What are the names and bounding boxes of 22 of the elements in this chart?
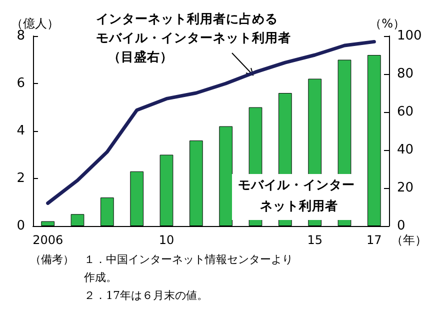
y2-tick-label: 60 (397, 104, 414, 120)
y-axis-title: （億人） (11, 16, 59, 31)
x-tick-label: 10 (158, 233, 174, 247)
x-tick-label: 2006 (32, 233, 64, 247)
x-tick-label: 17 (366, 233, 382, 247)
y-tick-label: 4 (16, 124, 25, 138)
series-label: モバイル・インターネット利用者 (238, 177, 355, 213)
y2-tick-label: 40 (397, 142, 414, 158)
y2-tick-label: 100 (397, 28, 422, 44)
y-tick-label: 8 (16, 28, 25, 44)
text: （備考）１．中国インターネット情報センターより作成。 (30, 253, 293, 284)
x-axis-title: （年） (391, 233, 427, 247)
y-tick-label: 2 (16, 171, 25, 186)
y-tick-label: 6 (16, 76, 25, 91)
y-tick-label: 0 (16, 218, 25, 234)
x-tick-label: 15 (307, 233, 322, 247)
y2-tick-label: 80 (397, 66, 414, 82)
y2-tick-label: 0 (397, 218, 406, 234)
y2-axis-title: （%） (370, 16, 405, 31)
y2-tick-label: 20 (397, 180, 414, 196)
text: ２．17年は６月末の値。 (84, 289, 208, 302)
series-label: インターネット利用者に占めるモバイル・インターネット利用者（目盛右） (96, 11, 291, 64)
